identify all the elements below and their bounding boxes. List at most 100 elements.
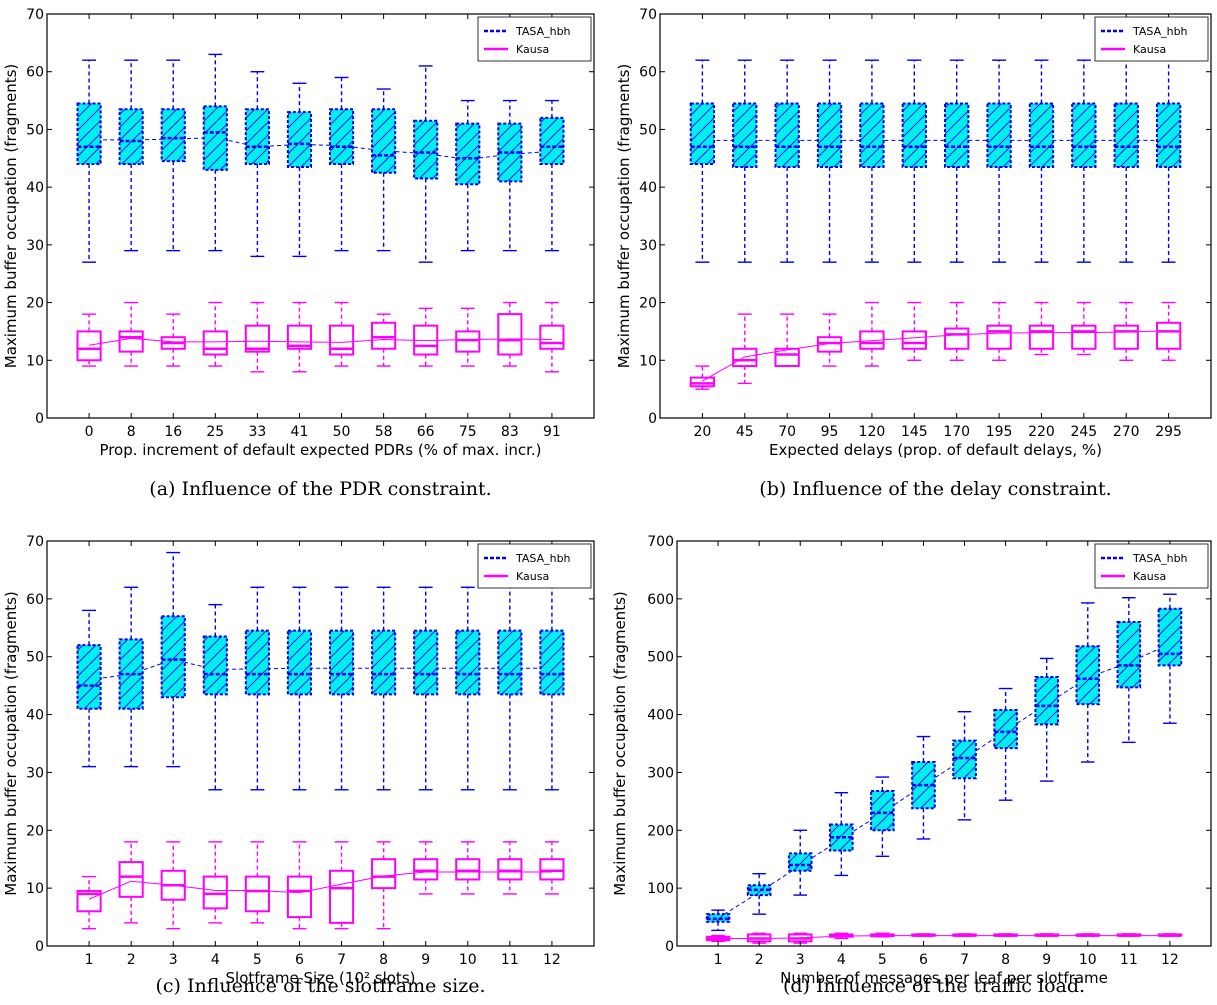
box-rect xyxy=(859,330,885,350)
box-rect xyxy=(244,629,270,696)
box-rect xyxy=(371,629,397,696)
mean-line xyxy=(89,659,552,681)
x-tick-label: 295 xyxy=(1155,424,1182,440)
series-tasa-hbh xyxy=(689,59,1182,263)
box-kausa-9 xyxy=(413,841,439,895)
box-tasa-6 xyxy=(901,59,927,263)
box-kausa-5 xyxy=(244,301,270,373)
chart-panel-1: 0 10 20 30 40 50 60 70 0 8 16 25 33 41 50 58 66 75 83 91Pro… xyxy=(2,7,595,500)
box-tasa-10 xyxy=(1071,59,1097,263)
box-tasa-3 xyxy=(787,829,813,896)
x-tick-label: 11 xyxy=(501,952,519,968)
x-tick-label: 1 xyxy=(714,952,723,968)
box-rect xyxy=(286,629,313,696)
box-tasa-6 xyxy=(911,735,936,840)
box-kausa-5 xyxy=(244,841,270,924)
box-tasa-10 xyxy=(1075,602,1101,763)
box-kausa-3 xyxy=(774,313,800,368)
series-tasa-hbh xyxy=(76,551,565,791)
box-rect xyxy=(202,635,228,696)
box-tasa-1 xyxy=(705,909,731,932)
plot-frame xyxy=(659,13,1212,419)
y-tick-label: 20 xyxy=(26,823,44,839)
box-rect xyxy=(202,875,228,910)
box-kausa-10 xyxy=(455,841,481,895)
box-rect xyxy=(911,761,936,810)
box-kausa-2 xyxy=(118,841,144,924)
legend-label-kausa: Kausa xyxy=(1133,43,1166,56)
box-rect xyxy=(371,108,397,174)
x-tick-label: 25 xyxy=(206,424,224,440)
box-kausa-6 xyxy=(286,841,313,930)
box-tasa-3 xyxy=(160,59,186,252)
box-kausa-9 xyxy=(1034,933,1059,937)
chart-panel-2: 0 10 20 30 40 50 60 70 20 45 70 95 120 145 170 195 220 24… xyxy=(615,7,1212,500)
box-rect xyxy=(1116,621,1142,689)
box-rect xyxy=(746,884,772,897)
box-kausa-12 xyxy=(539,841,565,895)
y-axis-label: Maximum buffer occupation (fragments) xyxy=(2,64,20,369)
x-tick-label: 8 xyxy=(379,952,388,968)
box-rect xyxy=(413,629,439,696)
box-kausa-4 xyxy=(202,841,228,924)
box-rect xyxy=(455,858,481,881)
box-kausa-1 xyxy=(76,875,102,930)
box-kausa-3 xyxy=(160,313,186,367)
y-tick-label: 40 xyxy=(26,708,44,724)
y-tick-label: 30 xyxy=(639,238,657,254)
box-rect xyxy=(1113,324,1139,350)
box-tasa-6 xyxy=(286,586,313,791)
box-rect xyxy=(118,861,144,898)
x-tick-label: 9 xyxy=(1042,952,1051,968)
box-rect xyxy=(118,108,144,166)
y-tick-label: 700 xyxy=(647,534,674,550)
box-rect xyxy=(732,102,758,168)
box-tasa-12 xyxy=(539,586,565,791)
x-tick-label: 120 xyxy=(859,424,886,440)
box-tasa-8 xyxy=(993,687,1018,801)
y-tick-label: 0 xyxy=(665,939,674,955)
box-rect xyxy=(689,102,716,166)
box-tasa-8 xyxy=(986,59,1012,263)
box-rect xyxy=(413,324,439,356)
x-tick-label: 12 xyxy=(543,952,561,968)
box-kausa-6 xyxy=(901,301,927,361)
y-tick-label: 0 xyxy=(35,411,44,427)
box-rect xyxy=(244,324,270,353)
box-tasa-3 xyxy=(160,551,186,768)
series-kausa xyxy=(76,841,565,930)
x-axis-label: Prop. increment of default expected PDRs… xyxy=(99,441,541,459)
x-axis-label: Slotframe Size (10² slots) xyxy=(226,969,416,987)
box-rect xyxy=(774,347,800,368)
box-rect xyxy=(371,321,397,350)
x-tick-label: 11 xyxy=(1120,952,1138,968)
box-tasa-8 xyxy=(371,88,397,252)
x-tick-label: 2 xyxy=(127,952,136,968)
box-tasa-1 xyxy=(689,59,716,263)
box-tasa-12 xyxy=(1155,59,1182,263)
box-tasa-10 xyxy=(455,586,481,791)
x-tick-label: 9 xyxy=(421,952,430,968)
box-rect xyxy=(993,708,1018,750)
box-kausa-8 xyxy=(986,301,1012,361)
mean-line xyxy=(88,871,552,900)
box-rect xyxy=(1157,607,1183,667)
x-tick-label: 10 xyxy=(459,952,477,968)
x-tick-label: 58 xyxy=(375,424,393,440)
legend: TASA_hbh Kausa xyxy=(477,16,592,62)
legend-label-tasa: TASA_hbh xyxy=(1132,25,1188,38)
box-rect xyxy=(328,108,355,166)
y-tick-label: 20 xyxy=(26,296,44,312)
y-tick-label: 60 xyxy=(26,65,44,81)
box-rect xyxy=(1071,102,1097,168)
box-kausa-4 xyxy=(816,313,843,367)
box-rect xyxy=(1075,645,1101,706)
box-rect xyxy=(1155,102,1182,168)
x-tick-label: 4 xyxy=(837,952,846,968)
box-rect xyxy=(1071,324,1097,350)
series-kausa xyxy=(76,301,565,373)
y-tick-label: 300 xyxy=(647,765,674,781)
y-axis-label: Maximum buffer occupation (fragments) xyxy=(2,591,20,896)
box-rect xyxy=(1028,324,1055,350)
y-tick-label: 400 xyxy=(647,708,674,724)
